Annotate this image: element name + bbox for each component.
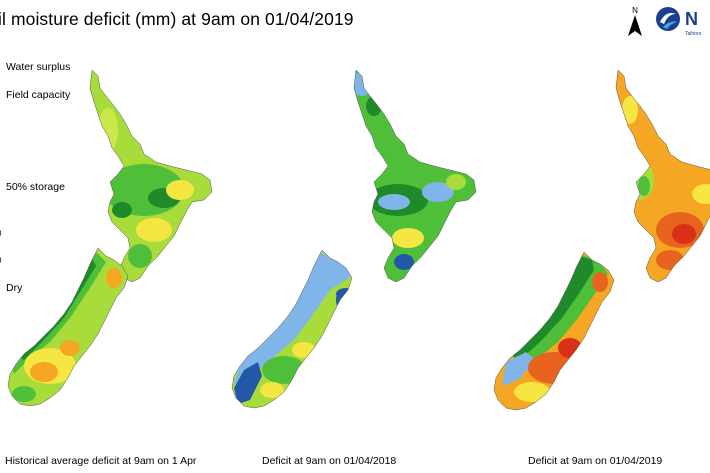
south-island-2019 (493, 251, 615, 411)
south-island-2018 (231, 249, 353, 409)
legend-50-storage: 50% storage (6, 181, 65, 193)
north-island-historical (89, 69, 213, 283)
logo-subtext: Taihoro (685, 31, 702, 37)
north-island-2018 (353, 69, 477, 283)
map-deficit-2018 (231, 69, 477, 409)
map-historical-average (7, 69, 213, 407)
caption-2019: Deficit at 9am on 01/04/2019 (528, 455, 663, 467)
legend-tick-label-a: 0 (0, 229, 1, 238)
caption-historical: Historical average deficit at 9am on 1 A… (5, 455, 197, 467)
page-title: il moisture deficit (mm) at 9am on 01/04… (0, 9, 354, 29)
north-island-2019 (615, 69, 710, 283)
logo-letters: N (685, 9, 698, 29)
legend-water-surplus: Water surplus (6, 61, 71, 73)
map-deficit-2019 (493, 69, 710, 411)
legend-tick-label-b: 0 (0, 256, 1, 265)
legend-dry: Dry (6, 282, 23, 294)
niwa-logo-icon: N Taihoro (656, 7, 702, 37)
legend-field-capacity: Field capacity (6, 89, 71, 101)
north-label: N (632, 6, 638, 15)
north-arrow-icon: N (628, 6, 642, 36)
south-island-historical (7, 247, 129, 407)
caption-2018: Deficit at 9am on 01/04/2018 (262, 455, 397, 467)
